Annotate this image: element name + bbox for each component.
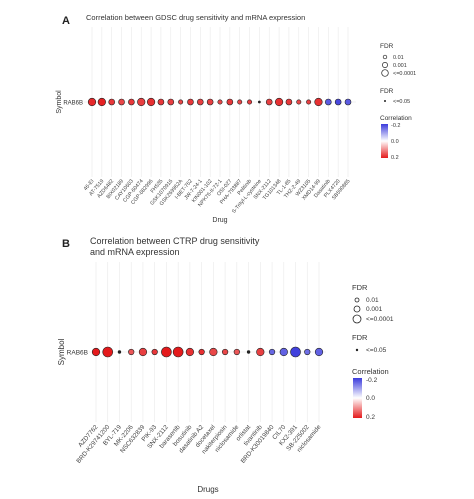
data-point [314,347,324,357]
legend-a-size-3 [381,69,389,77]
panel-b-legend: FDR 0.01 0.001 <=0.0001 FDR <=0.05 Corre… [352,283,394,421]
panel-b-ylabel: Symbol [57,338,66,365]
data-point [247,99,253,105]
panel-a-xlabel: Drug [212,217,227,224]
legend-a-fdr2-dot [384,100,386,102]
legend-b-size-3-label: <=0.0001 [366,316,394,323]
data-point [246,350,251,354]
legend-b-size-1-label: 0.01 [366,297,379,304]
panel-b-label: B [62,238,70,250]
data-point [185,347,194,357]
data-point [290,346,301,358]
data-point [306,99,312,105]
panel-b-xlabel: Drugs [197,485,218,494]
legend-b-fdr-title: FDR [352,283,368,292]
data-point [217,99,223,105]
data-point [91,347,101,357]
data-point [128,98,135,106]
data-point [87,97,97,107]
panel-b-title-line-2: and mRNA expression [90,247,180,257]
data-point [233,348,240,356]
data-point [257,100,261,104]
legend-a-fdr-title: FDR [380,43,394,50]
data-point [206,98,214,106]
data-point [138,347,148,357]
data-point [102,346,114,358]
data-point [344,98,352,106]
legend-b-fdr2-label: <=0.05 [366,347,387,354]
legend-a-corr-tick-2: 0.0 [391,139,399,145]
panel-a-xticks: 46-EIAT-7519AZD6482BIX02189CAY10603CGP-6… [83,178,352,215]
legend-b-size-2-label: 0.001 [366,306,383,313]
data-point [279,347,288,357]
data-point [325,98,332,106]
legend-a-size-2-label: 0.001 [393,63,407,69]
legend-b-corr-tick-1: -0.2 [366,377,378,384]
data-point [157,98,165,106]
panel-b: B Correlation between CTRP drug sensitiv… [57,236,394,494]
data-point [117,350,122,354]
data-point [237,99,243,105]
data-point [128,348,135,356]
data-point [226,98,234,106]
panel-a-ylabel: Symbol [56,90,63,114]
data-point [172,346,184,358]
legend-b-corr-title: Correlation [352,367,389,376]
legend-a-fdr2-title: FDR [380,88,394,95]
data-point [274,97,284,107]
data-point [97,97,106,107]
legend-a-fdr2-label: <=0.05 [393,99,410,105]
legend-a-size-1-label: 0.01 [393,55,404,61]
data-point [314,97,323,107]
panel-a-title: Correlation between GDSC drug sensitivit… [86,13,305,22]
data-point [256,347,265,357]
data-point [304,348,311,356]
data-point [197,98,204,106]
data-point [187,98,194,106]
legend-b-fdr2-title: FDR [352,333,368,342]
panel-a-row-label: RAB6B [63,101,83,107]
data-point [151,348,158,356]
panel-a: A Correlation between GDSC drug sensitiv… [56,13,416,224]
data-point [334,98,342,106]
data-point [265,98,273,106]
data-point [118,98,125,106]
data-point [268,348,276,356]
legend-b-size-1 [354,297,360,303]
panel-b-points [91,346,324,358]
panel-b-gridlines [95,262,320,422]
legend-a-corr-tick-1: -0.2 [391,123,400,129]
data-point [137,97,146,107]
legend-a-size-2 [382,62,388,68]
panel-b-title-line-1: Correlation between CTRP drug sensitivit… [90,236,260,246]
data-point [285,98,293,106]
panel-b-row-label: RAB6B [67,350,88,357]
data-point [209,347,218,357]
legend-a-size-1 [382,54,388,60]
data-point [198,348,205,356]
legend-a-corr-tick-3: 0.2 [391,155,399,161]
data-point [146,97,156,107]
legend-b-colorbar [353,378,362,418]
panel-b-plot-area [89,262,326,422]
legend-b-corr-tick-2: 0.0 [366,395,375,402]
panel-b-xticks: AZD7762BRD-K29741200BYL-719MK-2206NSC632… [75,423,323,464]
panel-a-label: A [62,15,70,27]
legend-b-size-3 [352,314,362,324]
data-point [222,348,229,356]
data-point [167,98,175,106]
panel-a-legend: FDR 0.01 0.001 <=0.0001 FDR <=0.05 Corre… [380,43,416,161]
data-point [108,98,115,106]
legend-b-size-2 [353,305,361,313]
data-point [161,346,172,358]
legend-a-corr-title: Correlation [380,115,412,122]
legend-b-corr-tick-3: 0.2 [366,414,375,421]
legend-a-colorbar [381,124,388,158]
legend-b-fdr2-dot [355,348,359,352]
legend-a-size-3-label: <=0.0001 [393,71,416,77]
data-point [178,99,184,105]
panel-a-points [87,97,352,107]
data-point [296,99,302,105]
